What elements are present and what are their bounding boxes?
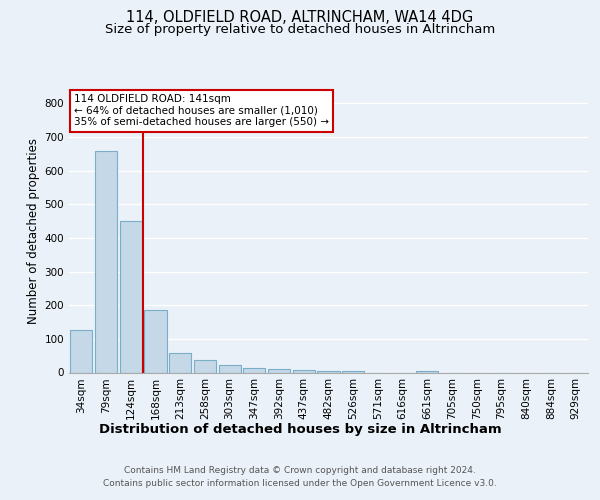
Bar <box>145 310 167 372</box>
Bar <box>243 368 265 372</box>
Text: 114 OLDFIELD ROAD: 141sqm
← 64% of detached houses are smaller (1,010)
35% of se: 114 OLDFIELD ROAD: 141sqm ← 64% of detac… <box>74 94 329 128</box>
Bar <box>169 353 191 372</box>
Text: Size of property relative to detached houses in Altrincham: Size of property relative to detached ho… <box>105 22 495 36</box>
Bar <box>317 371 340 372</box>
Bar <box>70 330 92 372</box>
Bar <box>194 360 216 372</box>
Bar <box>119 221 142 372</box>
Bar <box>268 370 290 372</box>
Text: Contains HM Land Registry data © Crown copyright and database right 2024.: Contains HM Land Registry data © Crown c… <box>124 466 476 475</box>
Bar <box>95 150 117 372</box>
Text: Distribution of detached houses by size in Altrincham: Distribution of detached houses by size … <box>98 422 502 436</box>
Text: 114, OLDFIELD ROAD, ALTRINCHAM, WA14 4DG: 114, OLDFIELD ROAD, ALTRINCHAM, WA14 4DG <box>127 10 473 25</box>
Text: Contains public sector information licensed under the Open Government Licence v3: Contains public sector information licen… <box>103 479 497 488</box>
Bar <box>293 370 315 372</box>
Y-axis label: Number of detached properties: Number of detached properties <box>28 138 40 324</box>
Bar <box>416 371 439 372</box>
Bar <box>218 365 241 372</box>
